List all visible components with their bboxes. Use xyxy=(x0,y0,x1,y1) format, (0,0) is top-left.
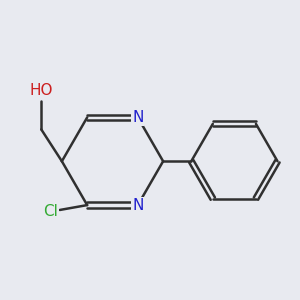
Text: HO: HO xyxy=(29,83,53,98)
Text: N: N xyxy=(132,198,143,213)
Text: Cl: Cl xyxy=(44,204,58,219)
Text: N: N xyxy=(132,110,143,125)
